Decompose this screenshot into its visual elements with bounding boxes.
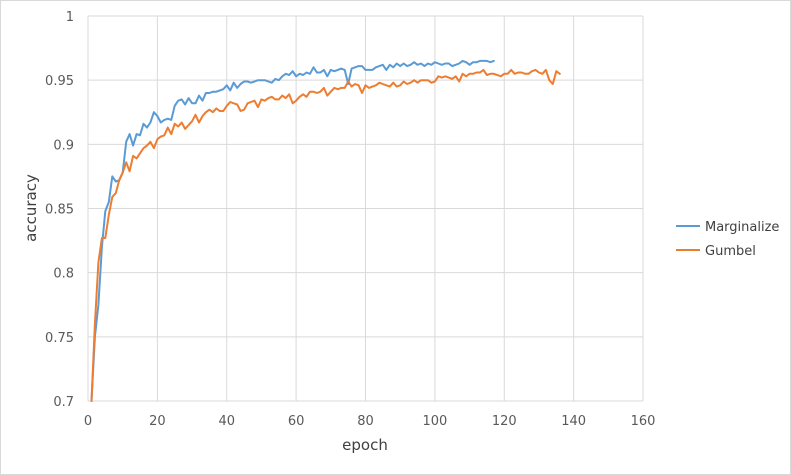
y-tick-label: 0.95 bbox=[45, 74, 74, 89]
axes bbox=[87, 16, 643, 402]
x-tick-label: 60 bbox=[288, 414, 305, 429]
y-tick-label: 0.85 bbox=[45, 203, 74, 218]
x-tick-label: 100 bbox=[422, 414, 447, 429]
y-axis-ticks: 0.7 0.75 0.8 0.85 0.9 0.95 1 bbox=[45, 10, 74, 410]
y-tick-label: 0.8 bbox=[53, 267, 74, 282]
x-axis-ticks: 0 20 40 60 80 100 120 140 160 bbox=[84, 414, 656, 429]
y-tick-label: 0.75 bbox=[45, 331, 74, 346]
x-tick-label: 120 bbox=[492, 414, 517, 429]
x-tick-label: 20 bbox=[149, 414, 166, 429]
x-tick-label: 160 bbox=[631, 414, 656, 429]
x-tick-label: 140 bbox=[561, 414, 586, 429]
y-tick-label: 0.7 bbox=[53, 395, 74, 410]
x-tick-label: 80 bbox=[357, 414, 374, 429]
x-axis-title: epoch bbox=[342, 436, 388, 454]
legend-label-gumbel: Gumbel bbox=[705, 244, 756, 259]
series-line-gumbel bbox=[90, 68, 561, 402]
series-lines bbox=[90, 59, 561, 402]
legend-label-marginalize: Marginalize bbox=[705, 220, 779, 235]
x-tick-label: 0 bbox=[84, 414, 92, 429]
x-tick-label: 40 bbox=[218, 414, 235, 429]
legend: Marginalize Gumbel bbox=[676, 220, 779, 259]
y-tick-label: 0.9 bbox=[53, 138, 74, 153]
y-axis-title: accuracy bbox=[22, 174, 40, 242]
y-tick-label: 1 bbox=[66, 10, 74, 25]
series-line-marginalize bbox=[90, 59, 495, 402]
